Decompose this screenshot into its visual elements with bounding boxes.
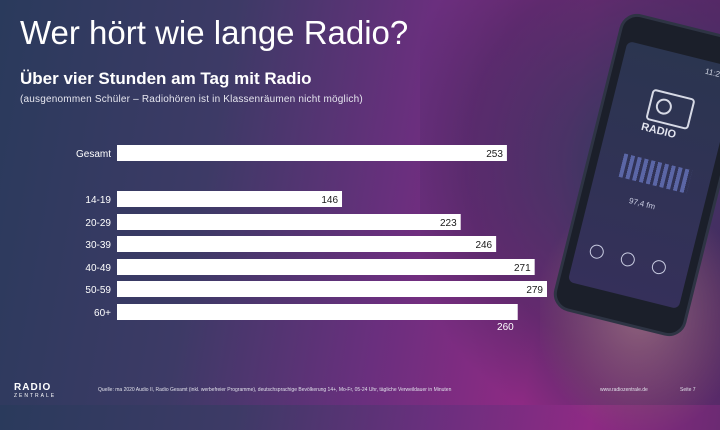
play-icon xyxy=(619,250,637,268)
category-label-40-49: 40-49 xyxy=(85,263,111,274)
page-number: Seite 7 xyxy=(680,387,696,393)
value-label-20-29: 223 xyxy=(440,218,457,229)
page-subtitle: Über vier Stunden am Tag mit Radio xyxy=(20,69,312,88)
category-label-14-19: 14-19 xyxy=(85,195,111,206)
logo-subtext: ZENTRALE xyxy=(14,393,57,399)
bar-Gesamt xyxy=(117,145,507,161)
value-label-60+: 260 xyxy=(497,322,514,330)
category-label-60+: 60+ xyxy=(94,308,111,319)
logo-text: RADIO xyxy=(14,382,52,393)
value-label-14-19: 146 xyxy=(321,195,338,206)
frequency-readout: 97,4 fm xyxy=(628,196,657,212)
previous-icon xyxy=(588,243,606,261)
category-label-Gesamt: Gesamt xyxy=(76,149,111,160)
equalizer-icon xyxy=(618,153,693,194)
radiozentrale-logo: RADIO ZENTRALE xyxy=(14,382,56,399)
bar-40-49 xyxy=(117,259,535,275)
bar-50-59 xyxy=(117,281,547,297)
value-label-40-49: 271 xyxy=(514,263,531,274)
category-label-20-29: 20-29 xyxy=(85,218,111,229)
value-label-Gesamt: 253 xyxy=(486,149,503,160)
value-label-50-59: 279 xyxy=(526,285,543,296)
page-note: (ausgenommen Schüler – Radiohören ist in… xyxy=(20,94,363,105)
category-label-50-59: 50-59 xyxy=(85,285,111,296)
bar-14-19 xyxy=(117,191,343,207)
bar-20-29 xyxy=(117,214,461,230)
bar-60+ xyxy=(117,304,518,320)
page-title: Wer hört wie lange Radio? xyxy=(20,14,409,51)
phone-time: 11:23 xyxy=(704,66,720,81)
source-note: Quelle: ma 2020 Audio II, Radio Gesamt (… xyxy=(98,387,452,393)
category-label-30-39: 30-39 xyxy=(85,240,111,251)
value-label-30-39: 246 xyxy=(475,240,492,251)
music-icon xyxy=(650,258,668,276)
bar-30-39 xyxy=(117,236,497,252)
footer-url[interactable]: www.radiozentrale.de xyxy=(600,387,648,393)
bar-chart: Gesamt 253 14-19 146 20-29 223 30-39 246 40-49 27… xyxy=(76,145,547,330)
